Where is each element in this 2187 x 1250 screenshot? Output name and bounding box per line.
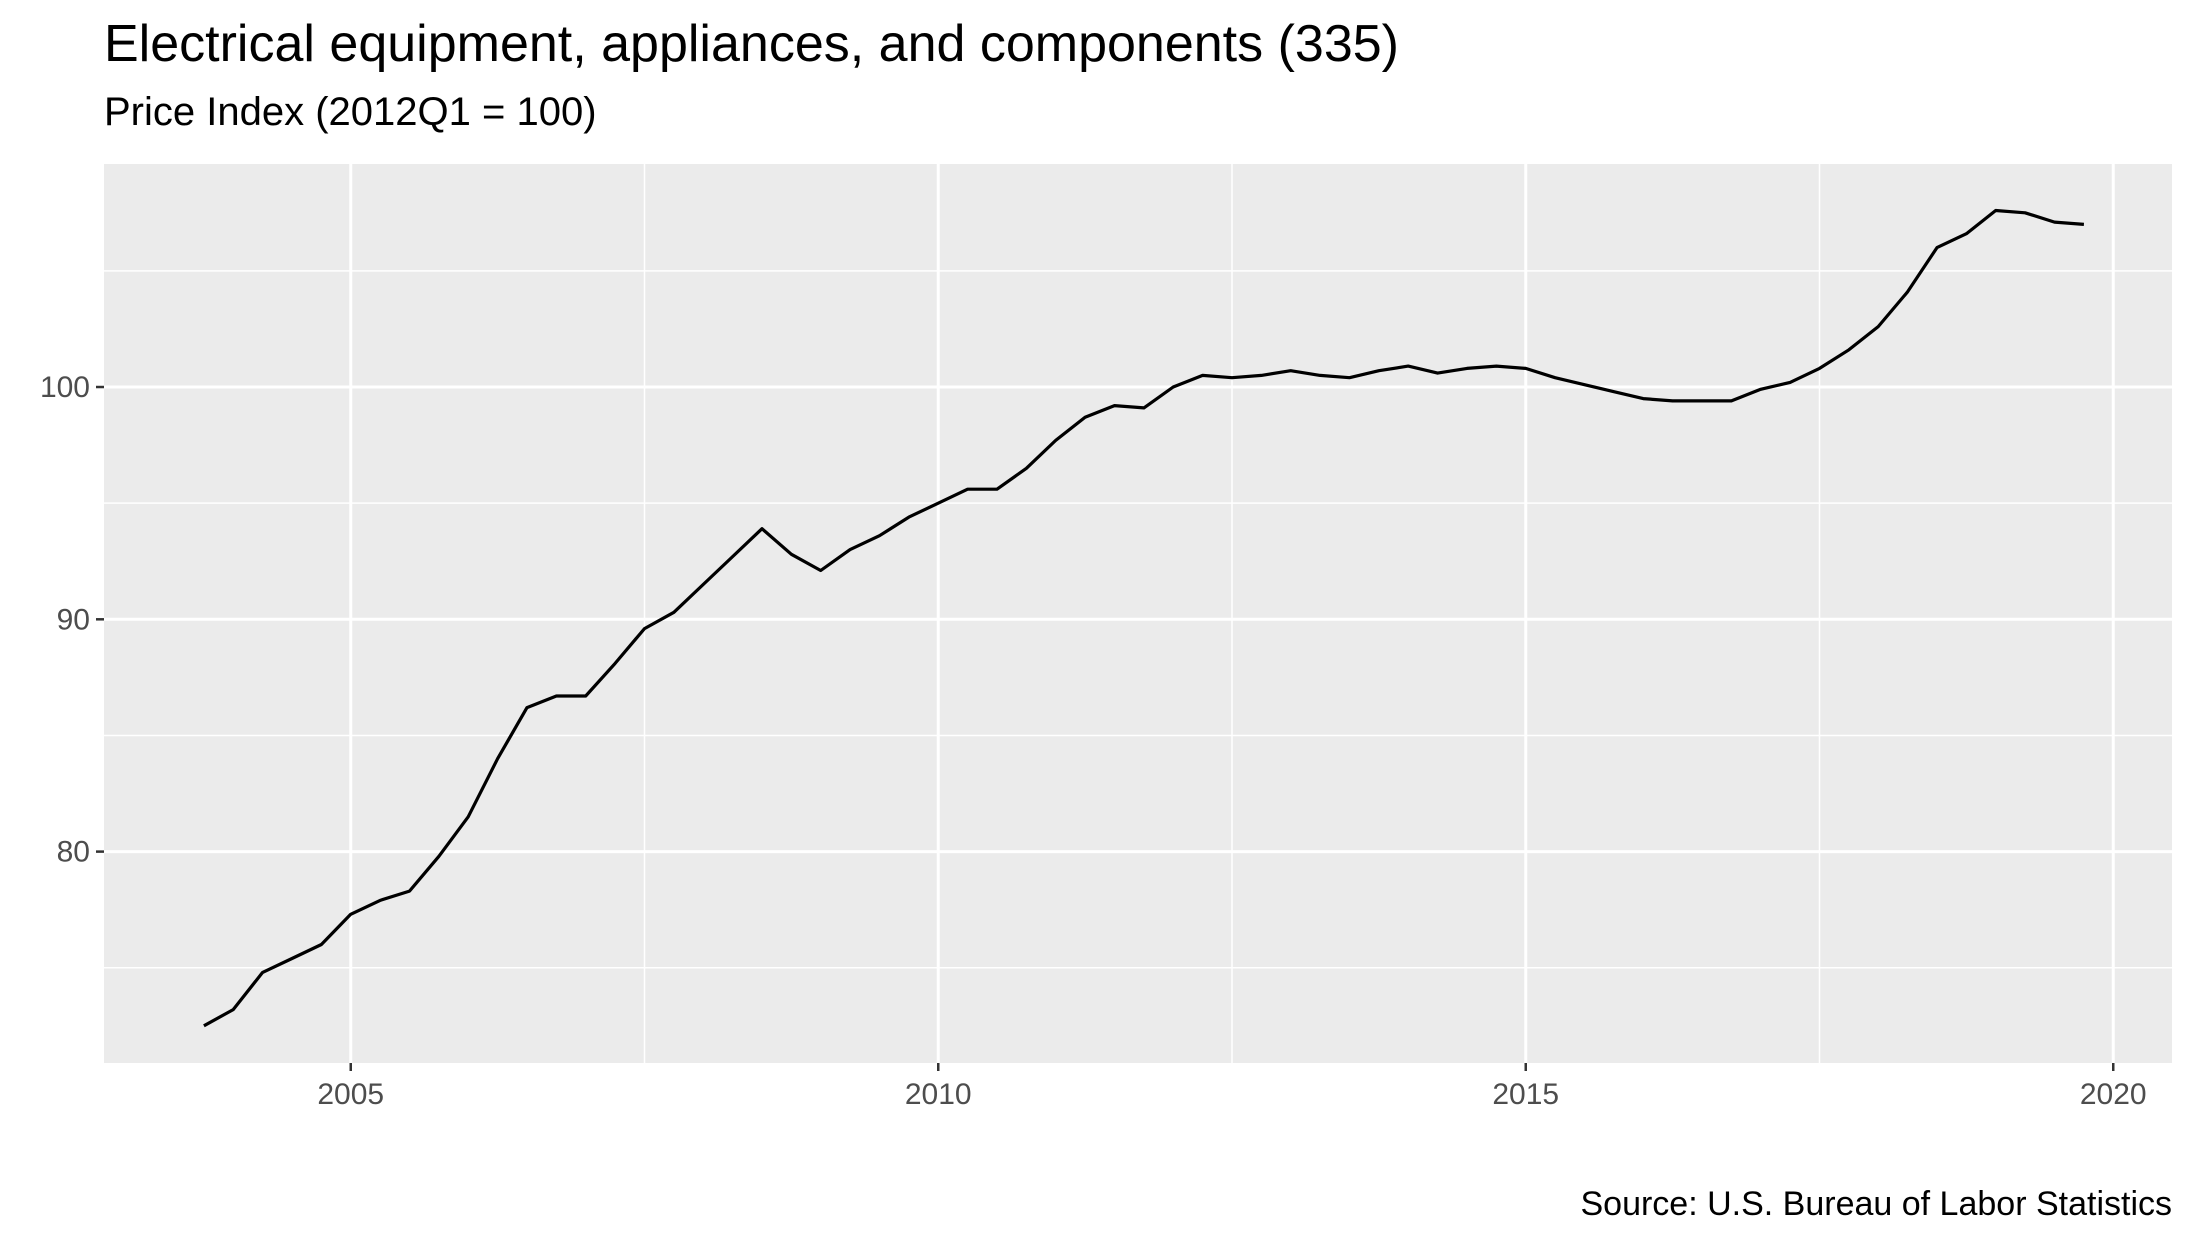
x-tick-label: 2015 <box>1492 1078 1559 1111</box>
chart-subtitle: Price Index (2012Q1 = 100) <box>104 90 597 134</box>
series-line-0 <box>203 208 2085 1028</box>
plot-panel <box>104 164 2172 1063</box>
x-tick-label: 2005 <box>317 1078 384 1111</box>
chart-caption: Source: U.S. Bureau of Labor Statistics <box>1580 1185 2172 1223</box>
y-tick-label: 80 <box>57 836 90 869</box>
x-tick-label: 2020 <box>2080 1078 2147 1111</box>
x-tick-label: 2010 <box>905 1078 972 1111</box>
y-tick-label: 100 <box>40 371 90 404</box>
axes-layer: 2005 2010 2015 2020 80 90 100 <box>40 371 2147 1111</box>
chart-title: Electrical equipment, appliances, and co… <box>104 15 1399 73</box>
y-tick-label: 90 <box>57 603 90 636</box>
series-layer <box>203 208 2085 1028</box>
minor-gridlines <box>104 164 2172 1063</box>
